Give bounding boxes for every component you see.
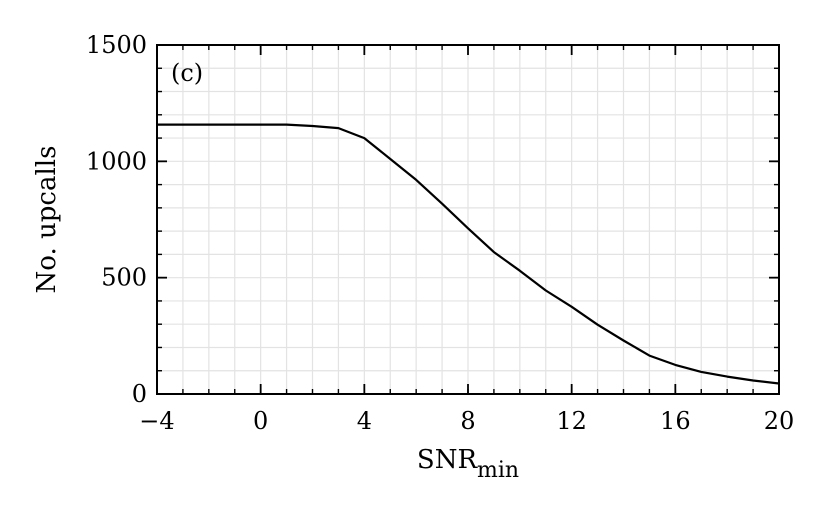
x-tick-label: 8	[460, 407, 475, 435]
ticks	[156, 44, 780, 395]
x-axis-label: SNRmin	[417, 445, 519, 483]
y-tick-label: 500	[101, 264, 147, 292]
y-tick-label: 1500	[86, 31, 147, 59]
x-axis-label-main: SNR	[417, 445, 479, 475]
x-tick-label: 12	[556, 407, 587, 435]
x-tick-label: 16	[660, 407, 691, 435]
x-axis-label-subscript: min	[477, 458, 519, 483]
series-line	[157, 123, 780, 385]
x-tick-label: −4	[139, 407, 174, 435]
panel-label: (c)	[171, 59, 203, 87]
y-tick-label: 1000	[86, 147, 147, 175]
x-tick-label: 20	[764, 407, 795, 435]
y-axis-label: No. upcalls	[32, 146, 62, 294]
grid	[156, 44, 780, 395]
x-tick-label: 4	[357, 407, 372, 435]
x-tick-label: 0	[253, 407, 268, 435]
y-tick-label: 0	[132, 380, 147, 408]
series-layer	[157, 123, 780, 385]
